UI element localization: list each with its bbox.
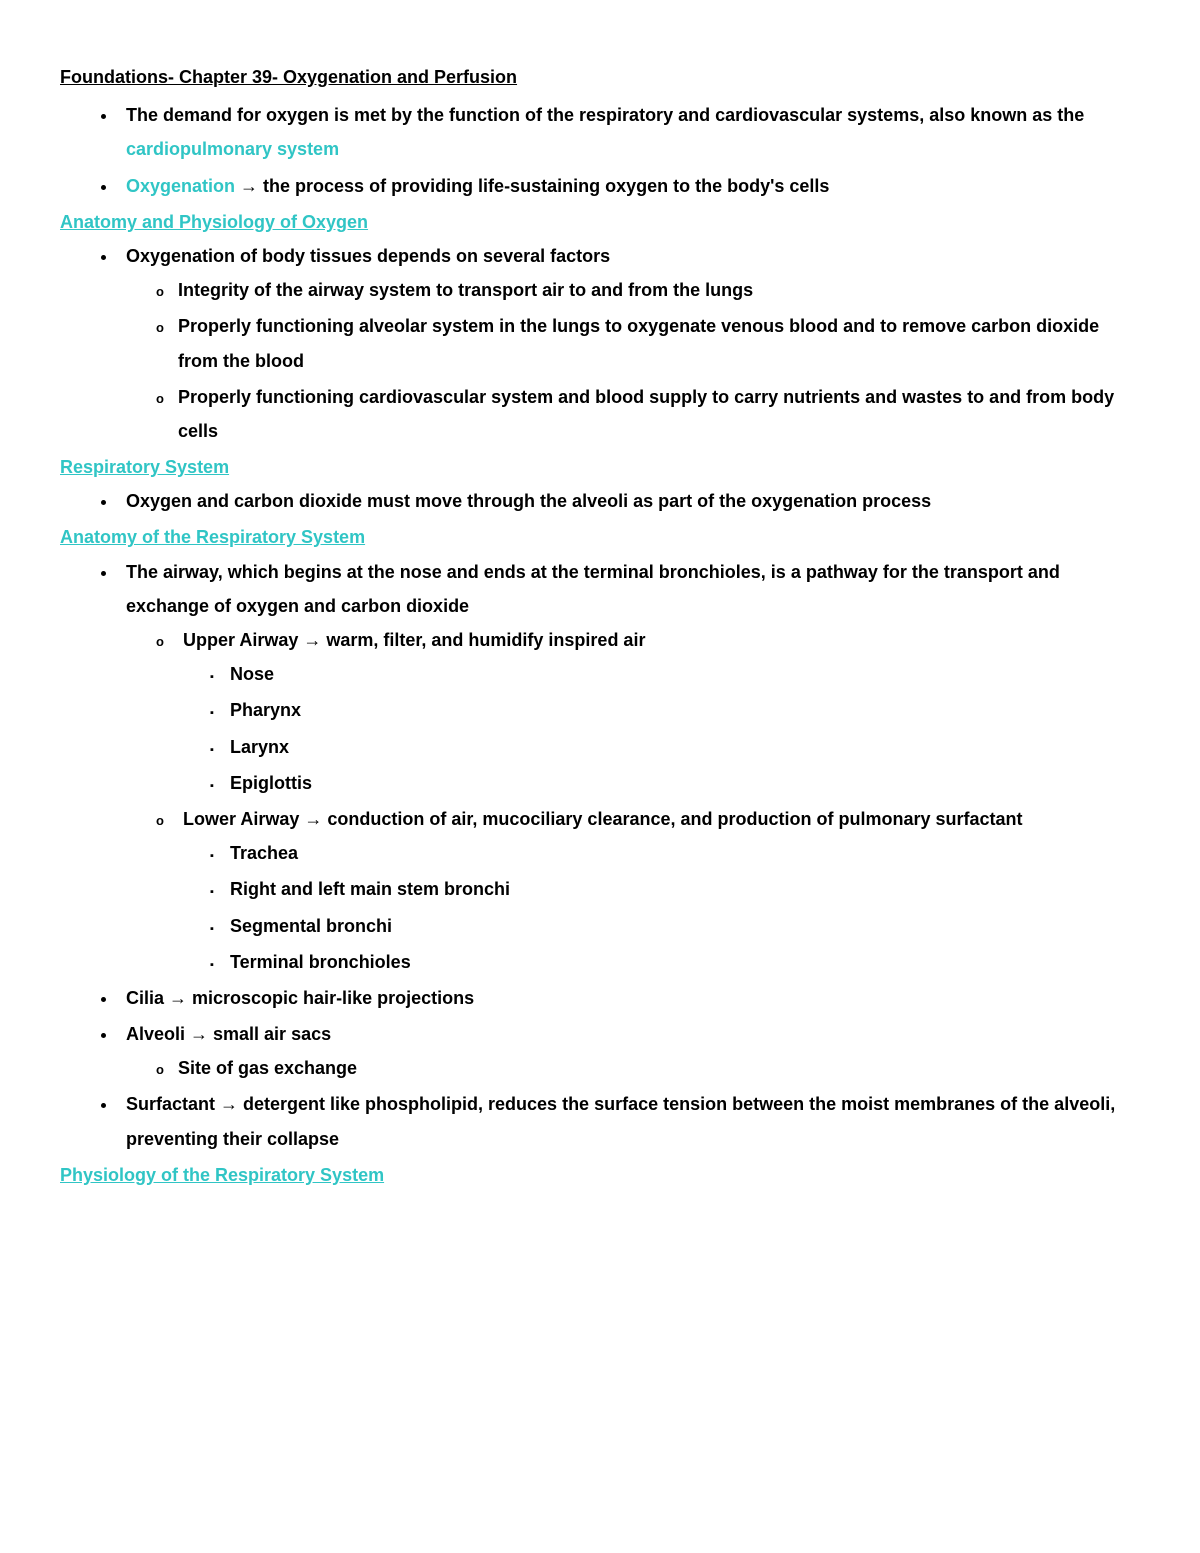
section2-list: Oxygen and carbon dioxide must move thro… [60,484,1140,518]
section-heading-anatomy-resp: Anatomy of the Respiratory System [60,520,1140,554]
text: Terminal bronchioles [230,952,411,972]
highlight-term: cardiopulmonary system [126,139,339,159]
text: Right and left main stem bronchi [230,879,510,899]
text: Trachea [230,843,298,863]
list-item: Integrity of the airway system to transp… [170,273,1140,307]
list-item: Nose [222,657,1140,691]
text: Oxygenation of body tissues depends on s… [126,246,610,266]
text: Epiglottis [230,773,312,793]
text: Properly functioning alveolar system in … [178,316,1099,370]
list-item: Pharynx [222,693,1140,727]
text: Integrity of the airway system to transp… [178,280,753,300]
section-heading-respiratory: Respiratory System [60,450,1140,484]
list-item: Upper Airway → warm, filter, and humidif… [170,623,1140,800]
list-item: Right and left main stem bronchi [222,872,1140,906]
list-item: Cilia → microscopic hair-like projection… [118,981,1140,1015]
intro-list: The demand for oxygen is met by the func… [60,98,1140,203]
list-item: Alveoli → small air sacs Site of gas exc… [118,1017,1140,1085]
section-heading-anatomy-physiology: Anatomy and Physiology of Oxygen [60,205,1140,239]
section1-list: Oxygenation of body tissues depends on s… [60,239,1140,448]
list-item: Lower Airway → conduction of air, mucoci… [170,802,1140,979]
list-item: Site of gas exchange [170,1051,1140,1085]
text: Oxygen and carbon dioxide must move thro… [126,491,931,511]
text: Cilia → microscopic hair-like projection… [126,988,474,1008]
list-item: Trachea [222,836,1140,870]
list-item: Terminal bronchioles [222,945,1140,979]
text: Segmental bronchi [230,916,392,936]
list-item: Larynx [222,730,1140,764]
list-item: Oxygen and carbon dioxide must move thro… [118,484,1140,518]
text: Larynx [230,737,289,757]
sublist: Integrity of the airway system to transp… [126,273,1140,448]
list-item: Epiglottis [222,766,1140,800]
text: → the process of providing life-sustaini… [235,176,829,196]
text: The demand for oxygen is met by the func… [126,105,1084,125]
page-title: Foundations- Chapter 39- Oxygenation and… [60,60,1140,94]
text: Alveoli → small air sacs [126,1024,331,1044]
list-item: Segmental bronchi [222,909,1140,943]
text: Pharynx [230,700,301,720]
sublist: Trachea Right and left main stem bronchi… [178,836,1140,979]
list-item: Oxygenation → the process of providing l… [118,169,1140,203]
highlight-term: Oxygenation [126,176,235,196]
text: Surfactant → detergent like phospholipid… [126,1094,1115,1148]
list-item: The demand for oxygen is met by the func… [118,98,1140,166]
sublist: Site of gas exchange [126,1051,1140,1085]
text: Upper Airway → warm, filter, and humidif… [183,630,645,650]
list-item: The airway, which begins at the nose and… [118,555,1140,979]
sublist: Nose Pharynx Larynx Epiglottis [178,657,1140,800]
section3-list: The airway, which begins at the nose and… [60,555,1140,1156]
text: Properly functioning cardiovascular syst… [178,387,1114,441]
list-item: Properly functioning alveolar system in … [170,309,1140,377]
list-item: Surfactant → detergent like phospholipid… [118,1087,1140,1155]
text: Lower Airway → conduction of air, mucoci… [183,809,1023,829]
text: The airway, which begins at the nose and… [126,562,1060,616]
list-item: Oxygenation of body tissues depends on s… [118,239,1140,448]
text: Site of gas exchange [178,1058,357,1078]
text: Nose [230,664,274,684]
sublist: Upper Airway → warm, filter, and humidif… [126,623,1140,979]
section-heading-physiology-resp: Physiology of the Respiratory System [60,1158,1140,1192]
list-item: Properly functioning cardiovascular syst… [170,380,1140,448]
